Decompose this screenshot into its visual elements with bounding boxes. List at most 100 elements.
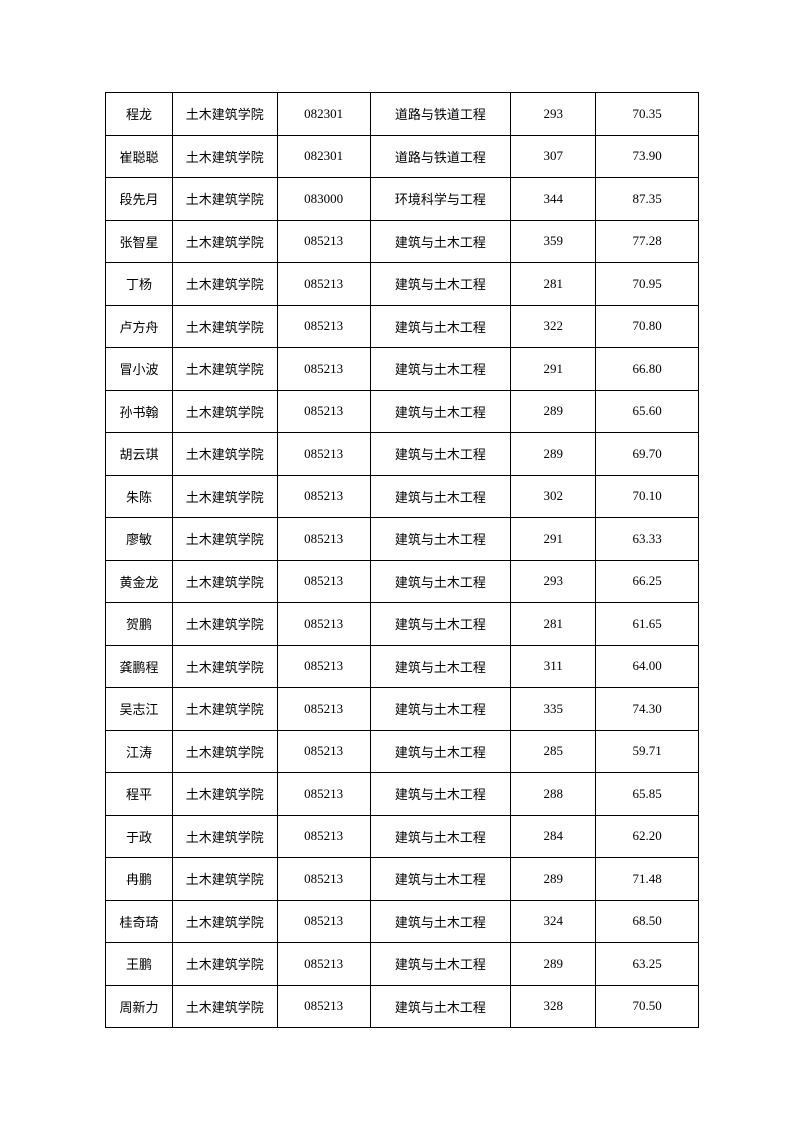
table-cell: 建筑与土木工程 xyxy=(370,815,511,858)
table-cell: 66.80 xyxy=(596,348,699,391)
table-row: 丁杨土木建筑学院085213建筑与土木工程28170.95 xyxy=(106,263,699,306)
table-cell: 建筑与土木工程 xyxy=(370,943,511,986)
table-cell: 土木建筑学院 xyxy=(172,730,277,773)
table-cell: 66.25 xyxy=(596,560,699,603)
table-cell: 土木建筑学院 xyxy=(172,815,277,858)
table-row: 王鹏土木建筑学院085213建筑与土木工程28963.25 xyxy=(106,943,699,986)
table-body: 程龙土木建筑学院082301道路与铁道工程29370.35崔聪聪土木建筑学院08… xyxy=(106,93,699,1028)
table-cell: 68.50 xyxy=(596,900,699,943)
table-cell: 丁杨 xyxy=(106,263,173,306)
table-cell: 土木建筑学院 xyxy=(172,900,277,943)
table-row: 于政土木建筑学院085213建筑与土木工程28462.20 xyxy=(106,815,699,858)
table-cell: 085213 xyxy=(277,348,370,391)
table-cell: 卢方舟 xyxy=(106,305,173,348)
table-cell: 土木建筑学院 xyxy=(172,603,277,646)
table-cell: 程平 xyxy=(106,773,173,816)
table-cell: 085213 xyxy=(277,773,370,816)
table-cell: 085213 xyxy=(277,560,370,603)
table-cell: 土木建筑学院 xyxy=(172,688,277,731)
table-cell: 307 xyxy=(511,135,596,178)
table-cell: 085213 xyxy=(277,475,370,518)
table-cell: 281 xyxy=(511,603,596,646)
table-cell: 土木建筑学院 xyxy=(172,348,277,391)
table-cell: 284 xyxy=(511,815,596,858)
table-cell: 龚鹏程 xyxy=(106,645,173,688)
table-row: 孙书翰土木建筑学院085213建筑与土木工程28965.60 xyxy=(106,390,699,433)
table-cell: 328 xyxy=(511,985,596,1028)
table-cell: 冉鹏 xyxy=(106,858,173,901)
table-cell: 建筑与土木工程 xyxy=(370,858,511,901)
table-cell: 环境科学与工程 xyxy=(370,178,511,221)
table-cell: 建筑与土木工程 xyxy=(370,433,511,476)
table-cell: 建筑与土木工程 xyxy=(370,645,511,688)
table-cell: 冒小波 xyxy=(106,348,173,391)
table-cell: 324 xyxy=(511,900,596,943)
table-cell: 70.95 xyxy=(596,263,699,306)
table-cell: 62.20 xyxy=(596,815,699,858)
table-cell: 周新力 xyxy=(106,985,173,1028)
table-cell: 69.70 xyxy=(596,433,699,476)
table-cell: 085213 xyxy=(277,263,370,306)
table-cell: 085213 xyxy=(277,985,370,1028)
table-cell: 土木建筑学院 xyxy=(172,220,277,263)
table-cell: 土木建筑学院 xyxy=(172,475,277,518)
table-cell: 083000 xyxy=(277,178,370,221)
table-row: 黄金龙土木建筑学院085213建筑与土木工程29366.25 xyxy=(106,560,699,603)
table-cell: 建筑与土木工程 xyxy=(370,560,511,603)
table-cell: 于政 xyxy=(106,815,173,858)
table-cell: 土木建筑学院 xyxy=(172,263,277,306)
table-cell: 344 xyxy=(511,178,596,221)
table-cell: 085213 xyxy=(277,603,370,646)
table-cell: 63.25 xyxy=(596,943,699,986)
table-cell: 085213 xyxy=(277,943,370,986)
table-cell: 建筑与土木工程 xyxy=(370,518,511,561)
table-cell: 71.48 xyxy=(596,858,699,901)
table-cell: 70.50 xyxy=(596,985,699,1028)
table-cell: 土木建筑学院 xyxy=(172,93,277,136)
table-cell: 段先月 xyxy=(106,178,173,221)
table-cell: 085213 xyxy=(277,433,370,476)
table-cell: 87.35 xyxy=(596,178,699,221)
table-cell: 302 xyxy=(511,475,596,518)
table-cell: 64.00 xyxy=(596,645,699,688)
table-cell: 63.33 xyxy=(596,518,699,561)
table-cell: 土木建筑学院 xyxy=(172,985,277,1028)
table-cell: 建筑与土木工程 xyxy=(370,773,511,816)
table-cell: 土木建筑学院 xyxy=(172,858,277,901)
table-cell: 建筑与土木工程 xyxy=(370,305,511,348)
table-cell: 建筑与土木工程 xyxy=(370,730,511,773)
table-cell: 085213 xyxy=(277,390,370,433)
table-cell: 土木建筑学院 xyxy=(172,645,277,688)
table-cell: 道路与铁道工程 xyxy=(370,93,511,136)
table-cell: 崔聪聪 xyxy=(106,135,173,178)
table-cell: 朱陈 xyxy=(106,475,173,518)
student-data-table: 程龙土木建筑学院082301道路与铁道工程29370.35崔聪聪土木建筑学院08… xyxy=(105,92,699,1028)
table-cell: 70.10 xyxy=(596,475,699,518)
table-cell: 孙书翰 xyxy=(106,390,173,433)
table-cell: 085213 xyxy=(277,220,370,263)
table-cell: 土木建筑学院 xyxy=(172,433,277,476)
table-cell: 土木建筑学院 xyxy=(172,178,277,221)
table-row: 冒小波土木建筑学院085213建筑与土木工程29166.80 xyxy=(106,348,699,391)
table-cell: 建筑与土木工程 xyxy=(370,390,511,433)
table-cell: 289 xyxy=(511,433,596,476)
table-cell: 289 xyxy=(511,390,596,433)
table-cell: 土木建筑学院 xyxy=(172,773,277,816)
table-cell: 293 xyxy=(511,93,596,136)
table-row: 卢方舟土木建筑学院085213建筑与土木工程32270.80 xyxy=(106,305,699,348)
table-cell: 082301 xyxy=(277,135,370,178)
table-cell: 王鹏 xyxy=(106,943,173,986)
table-cell: 085213 xyxy=(277,305,370,348)
table-row: 龚鹏程土木建筑学院085213建筑与土木工程31164.00 xyxy=(106,645,699,688)
table-cell: 085213 xyxy=(277,645,370,688)
table-cell: 道路与铁道工程 xyxy=(370,135,511,178)
table-cell: 建筑与土木工程 xyxy=(370,900,511,943)
table-row: 江涛土木建筑学院085213建筑与土木工程28559.71 xyxy=(106,730,699,773)
table-cell: 082301 xyxy=(277,93,370,136)
table-cell: 桂奇琦 xyxy=(106,900,173,943)
table-cell: 77.28 xyxy=(596,220,699,263)
table-row: 周新力土木建筑学院085213建筑与土木工程32870.50 xyxy=(106,985,699,1028)
table-cell: 291 xyxy=(511,348,596,391)
table-cell: 085213 xyxy=(277,858,370,901)
table-cell: 281 xyxy=(511,263,596,306)
